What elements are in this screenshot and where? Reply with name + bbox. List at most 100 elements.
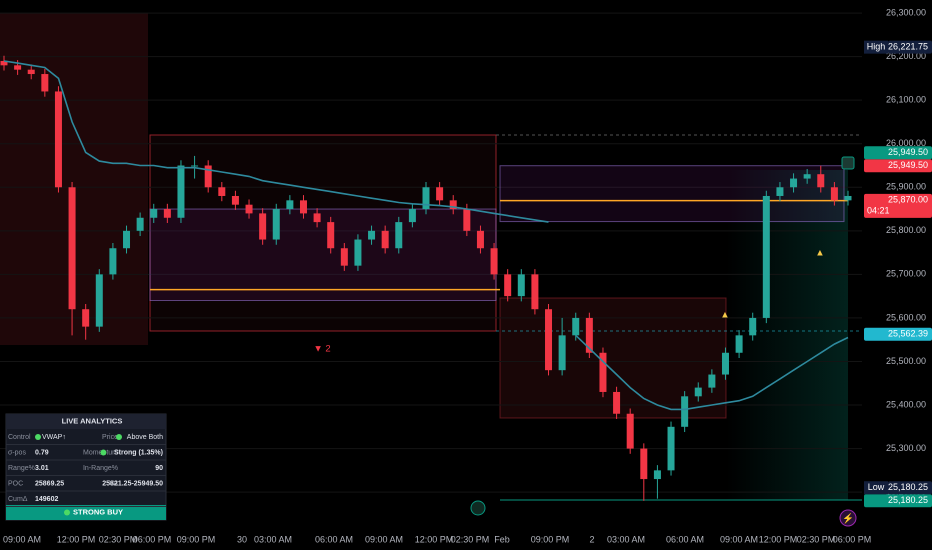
table-cell: Strong (1.35%) <box>114 449 163 456</box>
candle-body <box>408 209 416 223</box>
candle-body <box>191 165 199 167</box>
price-tag <box>864 159 932 173</box>
candle-body <box>803 174 811 179</box>
candle-body <box>259 213 267 240</box>
x-tick-label: 09:00 AM <box>3 534 41 544</box>
price-tag-label: 25,562.39 <box>888 329 928 339</box>
table-cell: 25821.25-25949.50 <box>102 480 163 487</box>
price-tag <box>864 193 932 218</box>
y-tick-label: 25,800.00 <box>886 225 926 235</box>
icon: ⚡ <box>842 513 854 525</box>
candle-body <box>272 209 280 240</box>
table-cell: Price <box>102 434 118 441</box>
table-cell: 25869.25 <box>35 480 64 487</box>
table-cell: Control <box>8 434 31 441</box>
signal-marker: ▲ <box>815 248 824 259</box>
x-tick-label: 06:00 AM <box>315 534 353 544</box>
y-tick-label: 26,100.00 <box>886 95 926 105</box>
candle-body <box>830 187 838 201</box>
candle-body <box>476 230 484 249</box>
y-tick-label: 25,600.00 <box>886 312 926 322</box>
candle-body <box>109 248 117 275</box>
price-tag-countdown: 04:21 <box>867 206 890 216</box>
price-tag <box>864 146 932 160</box>
signal-text: STRONG BUY <box>73 507 123 516</box>
candle-body <box>54 91 62 188</box>
candle-body <box>667 426 675 471</box>
table-cell: CumΔ <box>8 496 28 503</box>
x-tick-label: 06:00 AM <box>666 534 704 544</box>
x-tick-label: 09:00 AM <box>365 534 403 544</box>
candle-body <box>27 69 35 75</box>
candle-body <box>449 200 457 210</box>
x-tick-label: 02:30 PM <box>451 534 490 544</box>
vwap-line <box>3 60 849 411</box>
candle-body <box>177 165 185 218</box>
candle-body <box>531 274 539 310</box>
value-area <box>499 165 845 223</box>
table-header <box>6 414 166 429</box>
x-tick-label: 02:30 PM <box>797 534 836 544</box>
candle-body <box>694 387 702 397</box>
y-tick-label: 25,500.00 <box>886 356 926 366</box>
candle-body <box>776 187 784 196</box>
annotation: ▼ 2 <box>313 344 330 355</box>
price-tag <box>864 327 932 341</box>
icon[interactable] <box>470 500 486 516</box>
price-tag-name: Low <box>868 482 885 492</box>
x-tick-label: 12:00 PM <box>759 534 798 544</box>
price-tag-label: 25,949.50 <box>888 147 928 157</box>
icon[interactable] <box>839 509 857 527</box>
price-tag-label: 25,949.50 <box>888 160 928 170</box>
candle-body <box>490 248 498 275</box>
candle-body <box>231 195 239 205</box>
x-tick-label: 03:00 AM <box>254 534 292 544</box>
table-title: LIVE ANALYTICS <box>62 416 123 425</box>
candle-body <box>14 65 22 70</box>
table-cell: 0.79 <box>35 449 49 456</box>
x-tick-label: 06:00 PM <box>133 534 172 544</box>
candle-body <box>721 352 729 375</box>
x-tick-label: Feb <box>494 534 510 544</box>
candle-body <box>204 165 212 188</box>
candle-body <box>681 396 689 427</box>
table-cell: In-Range% <box>83 465 118 472</box>
candle-body <box>626 413 634 449</box>
candle-body <box>0 60 8 66</box>
x-tick-label: 12:00 PM <box>57 534 96 544</box>
candle-body <box>68 187 76 310</box>
value-area <box>149 208 497 302</box>
candle-body <box>368 230 376 240</box>
analytics-table: LIVE ANALYTICS STRONG BUY Control VWAP↑ Pr… <box>5 413 167 521</box>
x-tick-label: 30 <box>237 534 247 544</box>
table-cell: 149602 <box>35 496 58 503</box>
range-shade <box>499 297 727 419</box>
y-tick-label: 26,200.00 <box>886 51 926 61</box>
y-tick-label: 26,300.00 <box>886 7 926 17</box>
y-axis-panel <box>862 0 932 530</box>
y-tick-label: 25,400.00 <box>886 399 926 409</box>
candle-body <box>463 209 471 231</box>
candle-body <box>150 209 158 218</box>
y-tick-label: 25,300.00 <box>886 443 926 453</box>
x-tick-label: 09:00 PM <box>531 534 570 544</box>
candle-body <box>735 335 743 353</box>
table-cell: POC <box>8 480 23 487</box>
candle-body <box>422 187 430 210</box>
candle-body <box>585 317 593 353</box>
y-tick-label: 25,700.00 <box>886 269 926 279</box>
candle-body <box>517 274 525 297</box>
price-tag-name-bg <box>864 481 888 495</box>
candle-body <box>653 470 661 480</box>
candle-body <box>299 200 307 214</box>
candle-body <box>613 391 621 414</box>
price-tag-label: 25,180.25 <box>888 482 928 492</box>
candle-body <box>599 352 607 392</box>
price-tag-name: High <box>867 42 886 52</box>
status-dot <box>100 449 107 456</box>
signal-marker: ▲ <box>720 310 729 321</box>
table-cell: 3.01 <box>35 465 49 472</box>
candle-body <box>545 309 553 371</box>
trend-shade <box>726 170 848 500</box>
